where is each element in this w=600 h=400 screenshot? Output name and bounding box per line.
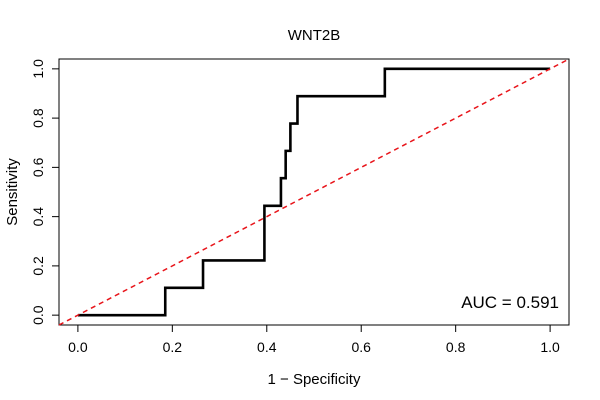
x-axis-title: 1 − Specificity <box>268 371 361 388</box>
y-tick-label: 0.6 <box>30 157 46 177</box>
x-tick-label: 0.8 <box>446 339 466 355</box>
y-tick-label: 0.0 <box>30 305 46 325</box>
y-tick-label: 1.0 <box>30 59 46 79</box>
roc-curve-line <box>77 67 551 317</box>
x-tick-label: 0.4 <box>257 339 277 355</box>
y-tick-label: 0.8 <box>30 108 46 128</box>
x-tick-label: 1.0 <box>540 339 560 355</box>
x-tick-label: 0.6 <box>351 339 371 355</box>
x-tick-label: 0.0 <box>68 339 88 355</box>
chart-title: WNT2B <box>288 27 341 44</box>
reference-diagonal-line <box>58 58 570 326</box>
y-tick-label: 0.2 <box>30 256 46 276</box>
auc-annotation: AUC = 0.591 <box>461 293 559 312</box>
y-axis-title: Sensitivity <box>4 158 21 226</box>
x-tick-label: 0.2 <box>163 339 183 355</box>
y-tick-label: 0.4 <box>30 207 46 227</box>
